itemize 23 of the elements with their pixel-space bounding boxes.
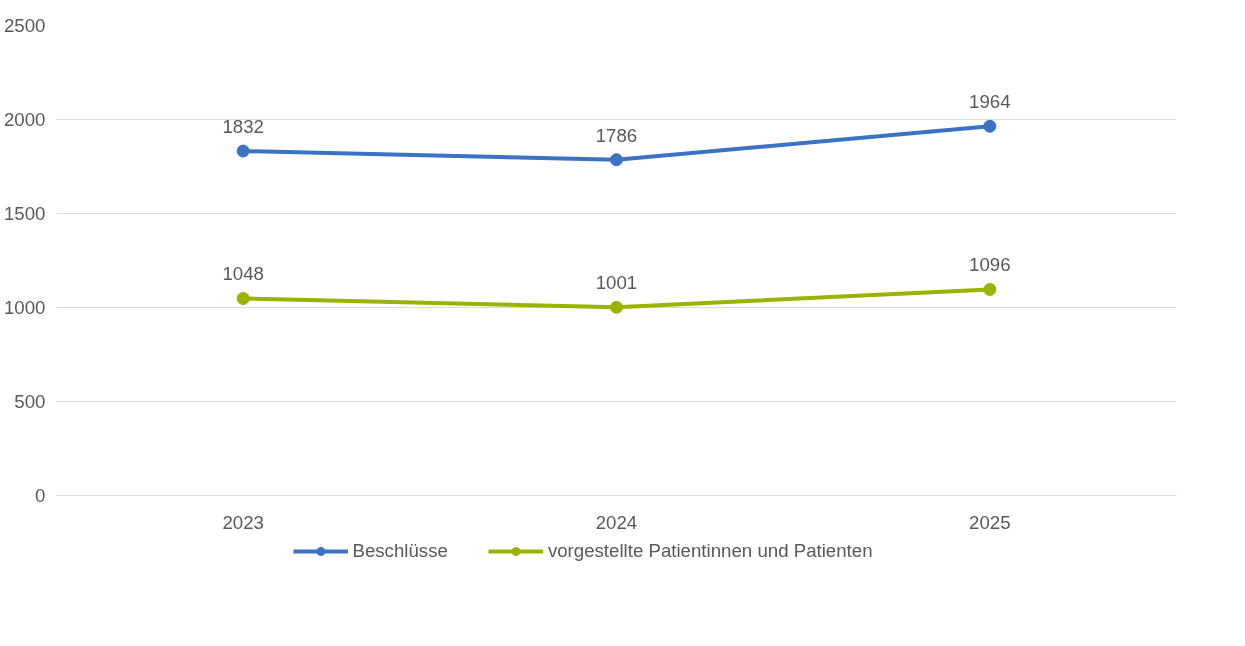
data-label: 1001 bbox=[595, 272, 638, 294]
point bbox=[610, 300, 623, 314]
x-tick-label: 2024 bbox=[595, 511, 638, 533]
y-tick-label: 2000 bbox=[4, 109, 46, 130]
y-tick-label: 1000 bbox=[4, 297, 46, 318]
data-label: 1096 bbox=[969, 254, 1011, 276]
y-tick-label: 2500 bbox=[4, 15, 46, 36]
point bbox=[236, 291, 250, 305]
point bbox=[983, 119, 997, 133]
data-label: 1964 bbox=[969, 91, 1011, 113]
point bbox=[610, 153, 623, 167]
data-label: 1048 bbox=[222, 263, 264, 285]
x-tick-label: 2023 bbox=[222, 511, 264, 533]
y-tick-label: 500 bbox=[14, 391, 46, 412]
data-label: 1786 bbox=[595, 124, 638, 146]
point bbox=[236, 144, 250, 158]
legend-label: Beschlüsse bbox=[352, 540, 448, 562]
legend-label: vorgestellte Patientinnen und Patienten bbox=[547, 540, 873, 562]
x-tick-label: 2025 bbox=[969, 511, 1011, 533]
y-tick-label: 0 bbox=[35, 485, 46, 506]
data-label: 1832 bbox=[222, 116, 264, 138]
point bbox=[983, 282, 997, 296]
y-tick-label: 1500 bbox=[4, 203, 46, 224]
